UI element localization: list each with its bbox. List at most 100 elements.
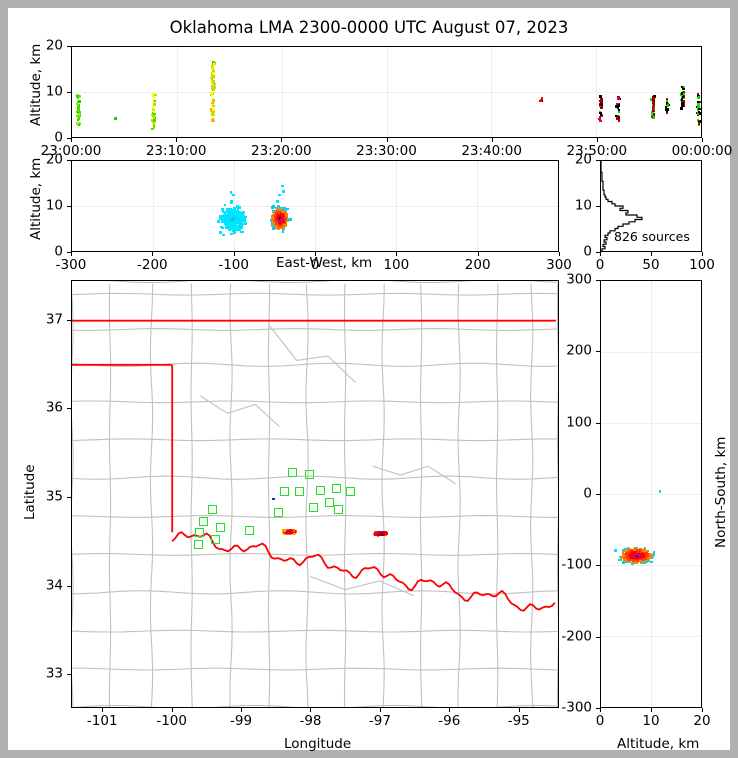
lightning-source <box>212 116 215 120</box>
lightning-source <box>234 220 237 223</box>
lightning-source <box>212 104 215 108</box>
lightning-source <box>618 555 622 559</box>
lightning-source <box>652 100 655 104</box>
x-tick <box>396 252 398 256</box>
x-tick <box>651 708 652 712</box>
lightning-source <box>647 554 650 557</box>
lightning-source <box>281 207 285 210</box>
lma-station-marker[interactable] <box>245 526 255 536</box>
x-tick-label: -101 <box>86 713 118 729</box>
x-tick-label: 23:00:00 <box>40 143 102 159</box>
lma-station-marker[interactable] <box>308 503 318 513</box>
lightning-source <box>237 206 240 209</box>
lightning-source <box>278 217 281 221</box>
lightning-source <box>152 110 155 113</box>
lightning-source <box>618 558 621 561</box>
x-tick-label: -200 <box>137 257 168 273</box>
lightning-source <box>275 226 279 230</box>
x-tick <box>379 708 381 712</box>
lma-station-marker[interactable] <box>332 483 342 493</box>
lightning-source <box>680 107 683 110</box>
y-tick-label: 20 <box>45 37 63 54</box>
lightning-source <box>281 216 285 220</box>
lma-station-marker[interactable] <box>216 522 226 532</box>
lightning-source <box>218 216 222 219</box>
lightning-source <box>77 94 80 98</box>
y-tick-label: 0 <box>583 485 592 502</box>
lightning-source <box>659 490 662 493</box>
panel-time-altitude[interactable] <box>71 46 702 138</box>
lightning-source <box>225 221 229 225</box>
lightning-source <box>152 122 156 125</box>
lma-station-marker[interactable] <box>274 508 284 518</box>
lightning-source <box>286 218 290 221</box>
lightning-source <box>682 91 686 94</box>
lightning-source <box>78 100 81 103</box>
x-tick-label: 00:00:00 <box>671 143 733 159</box>
map-plot-area <box>72 281 558 707</box>
lightning-source <box>230 232 233 236</box>
lightning-source <box>697 102 701 106</box>
lightning-source <box>291 529 295 533</box>
lightning-source <box>650 560 653 563</box>
lma-station-marker[interactable] <box>325 497 335 507</box>
lma-station-marker[interactable] <box>279 487 289 497</box>
lightning-source <box>211 101 214 104</box>
lightning-source <box>223 213 227 216</box>
lightning-source <box>212 84 215 88</box>
lightning-source <box>211 92 215 95</box>
lma-station-marker[interactable] <box>198 517 208 527</box>
panel-map[interactable] <box>71 280 559 708</box>
lightning-source <box>623 558 627 561</box>
lightning-source <box>238 218 242 222</box>
lightning-source <box>76 96 80 99</box>
lma-station-marker[interactable] <box>346 487 356 497</box>
panel-eastwest-altitude[interactable] <box>71 160 559 252</box>
x-tick <box>596 138 598 142</box>
lightning-source <box>233 210 236 213</box>
lightning-source <box>697 104 700 107</box>
lightning-source <box>617 97 620 100</box>
lightning-source <box>272 220 275 223</box>
lma-station-marker[interactable] <box>315 485 325 495</box>
lightning-source <box>616 117 619 120</box>
gridline-horizontal <box>601 352 701 353</box>
lightning-source <box>212 113 216 117</box>
lightning-source <box>151 127 154 131</box>
lma-station-marker[interactable] <box>288 467 298 477</box>
y-tick <box>596 206 600 207</box>
lma-station-marker[interactable] <box>294 487 304 497</box>
lma-station-marker[interactable] <box>333 504 343 514</box>
lightning-source <box>78 121 81 125</box>
y-tick <box>596 708 600 709</box>
lightning-source <box>238 226 241 230</box>
lightning-source <box>240 222 244 226</box>
lightning-source <box>209 77 213 80</box>
lightning-source <box>225 207 229 211</box>
lma-station-marker[interactable] <box>207 504 217 514</box>
lightning-source <box>638 547 642 551</box>
lma-station-marker[interactable] <box>194 540 203 550</box>
lightning-source <box>600 98 603 101</box>
lightning-source <box>224 217 227 221</box>
lightning-source <box>278 222 282 226</box>
x-tick-label: 0 <box>595 713 605 729</box>
lma-station-marker[interactable] <box>210 534 220 544</box>
panel-altitude-northsouth[interactable] <box>600 280 702 708</box>
lightning-source <box>665 111 668 114</box>
lightning-source <box>211 118 215 121</box>
lma-station-marker[interactable] <box>304 469 314 479</box>
lightning-source <box>682 102 685 105</box>
lma-station-marker[interactable] <box>195 527 205 537</box>
lightning-source <box>236 211 240 215</box>
y-tick <box>67 252 71 253</box>
lightning-source <box>631 562 634 565</box>
lightning-source <box>226 210 230 214</box>
x-tick <box>171 708 173 712</box>
lightning-source <box>243 219 246 223</box>
panel-altitude-histogram[interactable]: 826 sources <box>600 160 702 252</box>
lightning-source <box>283 217 287 221</box>
lightning-source <box>652 98 655 101</box>
lightning-source <box>229 223 232 227</box>
lightning-source <box>275 215 278 219</box>
